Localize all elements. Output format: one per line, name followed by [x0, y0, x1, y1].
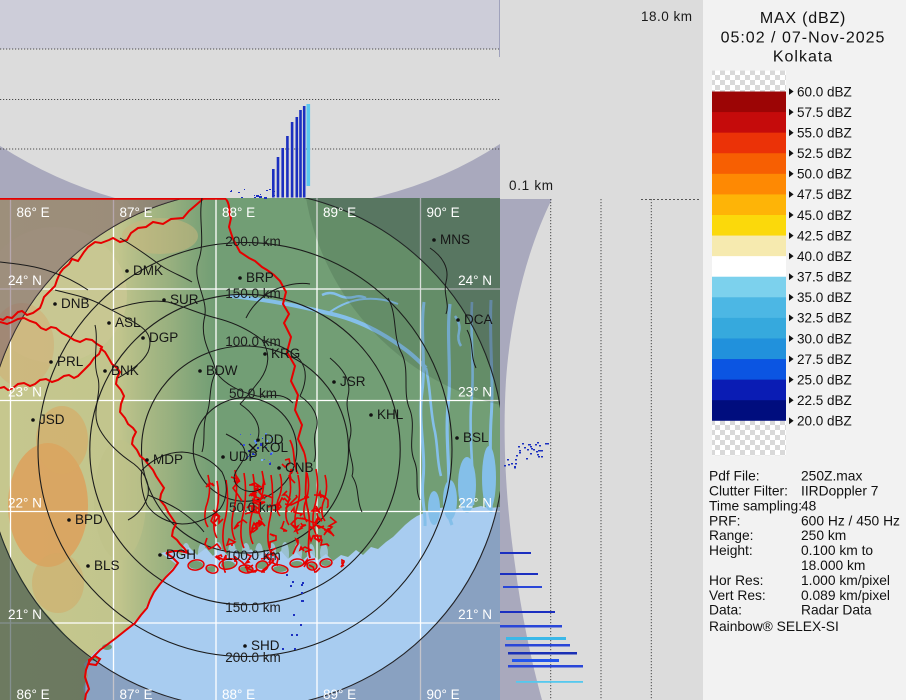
svg-text:18.0 km: 18.0 km — [641, 9, 693, 24]
svg-text:200.0 km: 200.0 km — [225, 234, 281, 249]
svg-text:JSR: JSR — [340, 374, 366, 389]
svg-text:DNB: DNB — [61, 296, 90, 311]
svg-text:Rainbow® SELEX-SI: Rainbow® SELEX-SI — [709, 619, 839, 634]
svg-text:05:02 / 07-Nov-2025: 05:02 / 07-Nov-2025 — [721, 30, 886, 47]
svg-text:BDW: BDW — [206, 363, 238, 378]
svg-text:90° E: 90° E — [427, 687, 460, 700]
svg-text:Range:: Range: — [709, 528, 754, 543]
svg-text:Clutter Filter:: Clutter Filter: — [709, 483, 788, 498]
svg-text:55.0 dBZ: 55.0 dBZ — [797, 126, 852, 141]
svg-text:24° N: 24° N — [8, 273, 42, 288]
svg-text:37.5 dBZ: 37.5 dBZ — [797, 270, 852, 285]
svg-text:Kolkata: Kolkata — [773, 49, 833, 66]
svg-text:42.5 dBZ: 42.5 dBZ — [797, 228, 852, 243]
svg-text:35.0 dBZ: 35.0 dBZ — [797, 290, 852, 305]
svg-text:DMK: DMK — [133, 263, 163, 278]
svg-text:57.5 dBZ: 57.5 dBZ — [797, 105, 852, 120]
svg-text:DGP: DGP — [149, 330, 178, 345]
svg-text:86° E: 86° E — [17, 205, 50, 220]
svg-text:1.000 km/pixel: 1.000 km/pixel — [801, 573, 890, 588]
svg-text:32.5 dBZ: 32.5 dBZ — [797, 311, 852, 326]
svg-text:100.0 km: 100.0 km — [225, 548, 281, 563]
svg-text:0.089 km/pixel: 0.089 km/pixel — [801, 588, 890, 603]
svg-text:23° N: 23° N — [458, 385, 492, 400]
svg-text:JSD: JSD — [39, 412, 65, 427]
svg-text:60.0 dBZ: 60.0 dBZ — [797, 84, 852, 99]
svg-text:100.0 km: 100.0 km — [225, 334, 281, 349]
svg-text:Vert Res:: Vert Res: — [709, 588, 766, 603]
svg-text:22° N: 22° N — [458, 496, 492, 511]
svg-text:21° N: 21° N — [458, 607, 492, 622]
svg-text:BRP: BRP — [246, 270, 274, 285]
svg-text:89° E: 89° E — [323, 205, 356, 220]
svg-text:50.0 km: 50.0 km — [229, 386, 277, 401]
svg-text:52.5 dBZ: 52.5 dBZ — [797, 146, 852, 161]
svg-text:Height:: Height: — [709, 543, 753, 558]
svg-text:SHD: SHD — [251, 638, 280, 653]
svg-text:40.0 dBZ: 40.0 dBZ — [797, 249, 852, 264]
svg-text:Pdf File:: Pdf File: — [709, 468, 760, 483]
svg-text:18.000 km: 18.000 km — [801, 558, 865, 573]
svg-text:DCA: DCA — [464, 312, 493, 327]
svg-text:0.100 km to: 0.100 km to — [801, 543, 873, 558]
svg-text:600 Hz / 450 Hz: 600 Hz / 450 Hz — [801, 513, 900, 528]
svg-text:27.5 dBZ: 27.5 dBZ — [797, 352, 852, 367]
svg-text:30.0 dBZ: 30.0 dBZ — [797, 331, 852, 346]
svg-text:IIRDoppler 7: IIRDoppler 7 — [801, 483, 878, 498]
svg-text:MAX (dBZ): MAX (dBZ) — [760, 10, 846, 27]
svg-text:23° N: 23° N — [8, 385, 42, 400]
svg-text:50.0 km: 50.0 km — [229, 500, 277, 515]
svg-text:DD: DD — [264, 432, 284, 447]
svg-text:MNS: MNS — [440, 232, 470, 247]
svg-text:250Z.max: 250Z.max — [801, 468, 862, 483]
svg-text:21° N: 21° N — [8, 607, 42, 622]
svg-text:200.0 km: 200.0 km — [225, 650, 281, 665]
svg-text:88° E: 88° E — [222, 205, 255, 220]
svg-text:Data:: Data: — [709, 603, 742, 618]
svg-text:SUR: SUR — [170, 292, 199, 307]
svg-text:150.0 km: 150.0 km — [225, 600, 281, 615]
svg-text:45.0 dBZ: 45.0 dBZ — [797, 208, 852, 223]
svg-text:88° E: 88° E — [222, 687, 255, 700]
svg-text:22.5 dBZ: 22.5 dBZ — [797, 393, 852, 408]
svg-text:89° E: 89° E — [323, 687, 356, 700]
svg-text:UDP: UDP — [229, 449, 258, 464]
svg-text:KRG: KRG — [271, 346, 300, 361]
svg-text:PRF:: PRF: — [709, 513, 740, 528]
svg-text:50.0 dBZ: 50.0 dBZ — [797, 167, 852, 182]
svg-text:PRL: PRL — [57, 354, 84, 369]
svg-text:BNK: BNK — [111, 363, 139, 378]
svg-text:BPD: BPD — [75, 512, 103, 527]
svg-text:CNB: CNB — [285, 460, 314, 475]
svg-text:DGH: DGH — [166, 547, 196, 562]
svg-text:ASL: ASL — [115, 315, 141, 330]
svg-text:90° E: 90° E — [427, 205, 460, 220]
svg-text:24° N: 24° N — [458, 273, 492, 288]
svg-text:Time sampling:: Time sampling: — [709, 498, 802, 513]
svg-text:BLS: BLS — [94, 558, 120, 573]
svg-text:86° E: 86° E — [17, 687, 50, 700]
svg-text:25.0 dBZ: 25.0 dBZ — [797, 372, 852, 387]
svg-text:47.5 dBZ: 47.5 dBZ — [797, 187, 852, 202]
svg-text:KOL: KOL — [261, 440, 289, 455]
svg-text:0.1 km: 0.1 km — [509, 178, 554, 193]
svg-text:250 km: 250 km — [801, 528, 846, 543]
svg-text:87° E: 87° E — [120, 687, 153, 700]
svg-text:48: 48 — [801, 498, 817, 513]
svg-text:Radar Data: Radar Data — [801, 603, 872, 618]
svg-text:22° N: 22° N — [8, 496, 42, 511]
svg-text:BSL: BSL — [463, 430, 489, 445]
svg-text:87° E: 87° E — [120, 205, 153, 220]
svg-text:KHL: KHL — [377, 407, 404, 422]
svg-text:150.0 km: 150.0 km — [225, 286, 281, 301]
svg-text:20.0 dBZ: 20.0 dBZ — [797, 414, 852, 429]
svg-text:MDP: MDP — [153, 452, 183, 467]
svg-text:Hor Res:: Hor Res: — [709, 573, 763, 588]
